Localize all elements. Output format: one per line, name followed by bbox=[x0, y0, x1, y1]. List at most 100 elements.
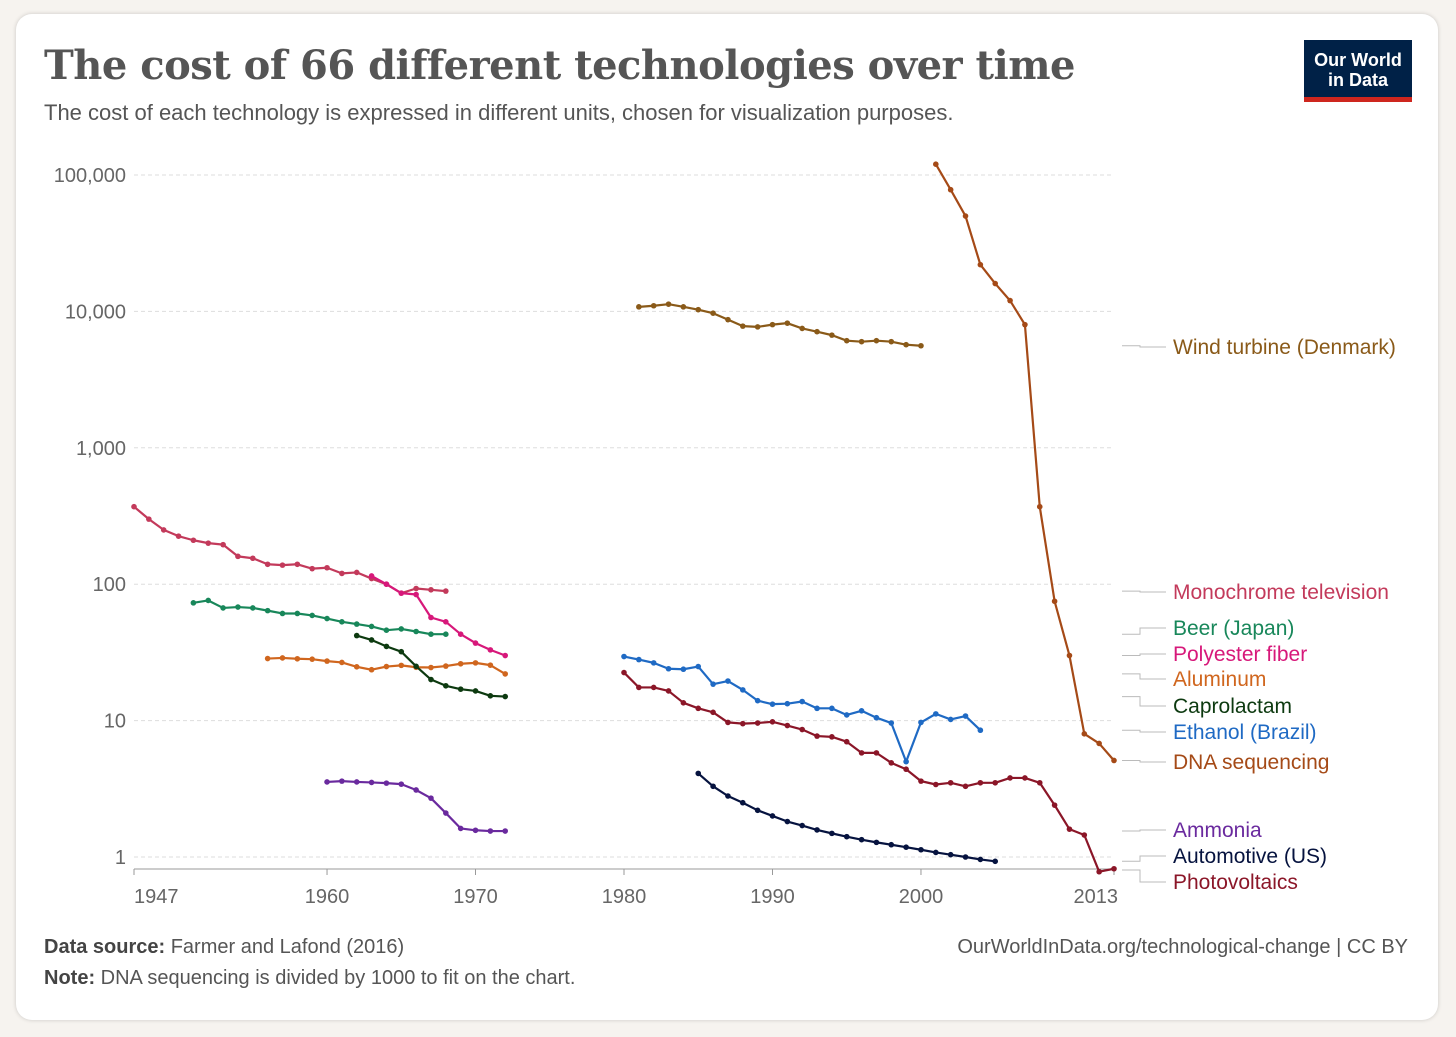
data-point-photovoltaics bbox=[903, 766, 909, 773]
data-point-ammonia bbox=[443, 810, 449, 816]
data-point-wind-turbine-denmark bbox=[814, 328, 820, 335]
series-label-ethanol-brazil: Ethanol (Brazil) bbox=[1173, 721, 1317, 744]
data-point-automotive-us bbox=[962, 854, 969, 860]
data-point-photovoltaics bbox=[962, 783, 969, 790]
label-connector bbox=[1122, 855, 1166, 862]
data-point-dna-sequencing bbox=[1036, 503, 1043, 510]
data-point-photovoltaics bbox=[636, 684, 642, 691]
data-point-aluminum bbox=[294, 655, 301, 662]
data-point-photovoltaics bbox=[799, 726, 805, 733]
data-point-automotive-us bbox=[784, 818, 791, 825]
data-point-caprolactam bbox=[472, 688, 479, 694]
data-point-ethanol-brazil bbox=[710, 681, 716, 687]
data-point-ammonia bbox=[472, 827, 479, 834]
data-point-ethanol-brazil bbox=[799, 698, 805, 705]
data-point-automotive-us bbox=[829, 830, 835, 837]
data-point-wind-turbine-denmark bbox=[680, 304, 687, 310]
data-point-monochrome-television bbox=[339, 570, 345, 577]
chart-card: The cost of 66 different technologies ov… bbox=[16, 14, 1438, 1020]
data-point-wind-turbine-denmark bbox=[665, 301, 672, 307]
data-point-photovoltaics bbox=[829, 734, 835, 740]
data-point-ethanol-brazil bbox=[873, 714, 880, 721]
separator: | bbox=[1336, 936, 1347, 958]
data-point-ethanol-brazil bbox=[650, 660, 657, 666]
data-point-photovoltaics bbox=[1007, 775, 1013, 781]
data-point-monochrome-television bbox=[353, 569, 360, 576]
data-source: Data source: Farmer and Lafond (2016) bbox=[44, 936, 404, 959]
data-point-caprolactam bbox=[368, 637, 375, 643]
data-point-photovoltaics bbox=[1051, 802, 1058, 808]
series-label-aluminum: Aluminum bbox=[1173, 668, 1266, 691]
data-point-polyester-fiber bbox=[368, 573, 375, 579]
data-point-wind-turbine-denmark bbox=[650, 302, 657, 309]
data-point-beer-japan bbox=[383, 627, 390, 633]
logo-line-2: in Data bbox=[1327, 70, 1388, 90]
source-label: Data source: bbox=[44, 936, 166, 958]
data-point-aluminum bbox=[428, 664, 434, 671]
data-point-photovoltaics bbox=[873, 750, 880, 756]
label-connector bbox=[1122, 673, 1166, 680]
source-link[interactable]: OurWorldInData.org/technological-change bbox=[957, 936, 1331, 958]
data-point-ammonia bbox=[413, 787, 419, 793]
data-point-ethanol-brazil bbox=[695, 663, 702, 670]
data-point-beer-japan bbox=[309, 612, 315, 619]
logo-line-1: Our World bbox=[1314, 50, 1402, 70]
series-line-monochrome-television bbox=[133, 505, 446, 595]
owid-logo[interactable]: Our World in Data bbox=[1304, 40, 1412, 102]
data-point-automotive-us bbox=[710, 783, 716, 790]
data-point-monochrome-television bbox=[249, 555, 256, 562]
data-point-photovoltaics bbox=[754, 720, 761, 726]
data-point-wind-turbine-denmark bbox=[918, 342, 924, 349]
data-point-caprolactam bbox=[457, 686, 464, 692]
license-text: CC BY bbox=[1346, 936, 1408, 958]
data-point-aluminum bbox=[398, 662, 405, 669]
data-point-ammonia bbox=[339, 778, 345, 784]
data-point-ammonia bbox=[398, 781, 405, 787]
label-connector bbox=[1122, 627, 1166, 635]
data-point-dna-sequencing bbox=[947, 186, 954, 193]
data-point-caprolactam bbox=[428, 676, 434, 683]
data-point-beer-japan bbox=[413, 628, 419, 635]
data-point-polyester-fiber bbox=[383, 581, 390, 587]
data-point-photovoltaics bbox=[739, 720, 746, 727]
data-point-beer-japan bbox=[368, 623, 375, 630]
data-point-ethanol-brazil bbox=[725, 678, 731, 684]
note-label: Note: bbox=[44, 967, 96, 989]
data-point-automotive-us bbox=[903, 844, 909, 850]
data-point-automotive-us bbox=[725, 793, 731, 799]
data-point-monochrome-television bbox=[294, 561, 301, 568]
data-point-photovoltaics bbox=[665, 688, 672, 694]
data-point-wind-turbine-denmark bbox=[888, 338, 895, 345]
y-tick-label: 1,000 bbox=[76, 438, 126, 460]
data-point-dna-sequencing bbox=[1022, 321, 1028, 328]
data-point-wind-turbine-denmark bbox=[695, 306, 702, 313]
data-point-photovoltaics bbox=[888, 760, 895, 766]
data-point-ammonia bbox=[324, 779, 330, 785]
x-tick-label: 1960 bbox=[305, 886, 350, 908]
y-tick-label: 1 bbox=[115, 847, 126, 869]
data-point-wind-turbine-denmark bbox=[858, 338, 865, 345]
data-point-wind-turbine-denmark bbox=[636, 304, 642, 310]
data-point-automotive-us bbox=[858, 836, 865, 843]
data-point-ethanol-brazil bbox=[636, 656, 642, 663]
data-point-wind-turbine-denmark bbox=[710, 310, 716, 317]
data-point-photovoltaics bbox=[1036, 779, 1043, 786]
data-point-wind-turbine-denmark bbox=[739, 323, 746, 329]
data-point-polyester-fiber bbox=[487, 647, 494, 653]
data-point-ammonia bbox=[502, 828, 509, 834]
data-point-wind-turbine-denmark bbox=[754, 324, 761, 330]
data-point-caprolactam bbox=[383, 643, 390, 650]
label-connector bbox=[1122, 759, 1166, 763]
data-point-photovoltaics bbox=[621, 669, 627, 676]
data-point-monochrome-television bbox=[443, 588, 449, 594]
data-point-dna-sequencing bbox=[1081, 731, 1088, 737]
x-tick-label: 2000 bbox=[899, 886, 944, 908]
data-point-caprolactam bbox=[398, 648, 405, 655]
data-point-monochrome-television bbox=[279, 562, 286, 568]
data-point-photovoltaics bbox=[992, 779, 999, 786]
data-point-photovoltaics bbox=[650, 684, 657, 691]
series-label-dna-sequencing: DNA sequencing bbox=[1173, 751, 1329, 774]
series-label-ammonia: Ammonia bbox=[1173, 819, 1262, 842]
data-point-photovoltaics bbox=[947, 779, 954, 786]
data-point-ethanol-brazil bbox=[680, 666, 687, 673]
